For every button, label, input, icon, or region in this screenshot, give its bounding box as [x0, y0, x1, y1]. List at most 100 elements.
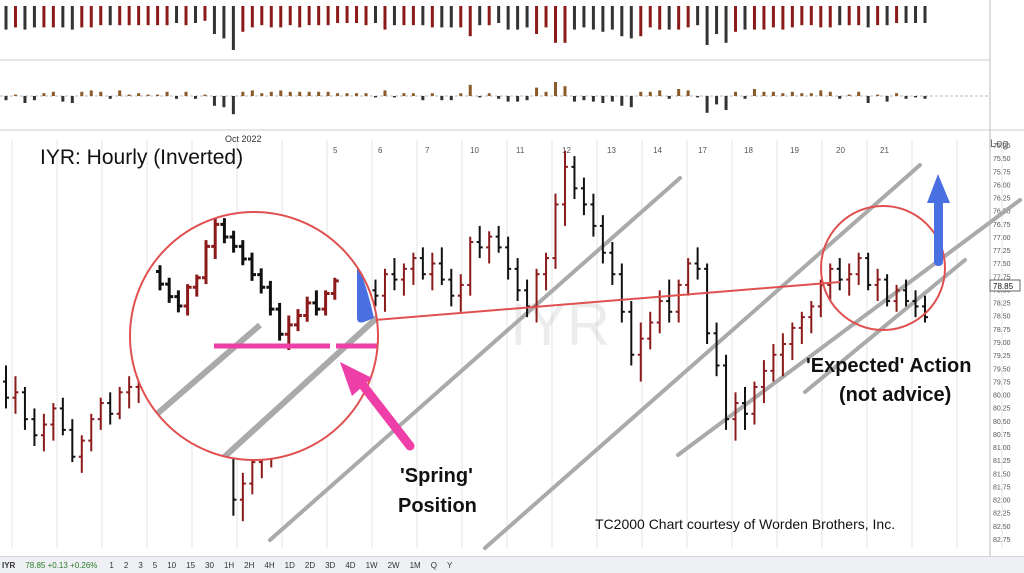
y-tick-label: 76.75	[993, 222, 1011, 229]
timeframe-button[interactable]: 1	[107, 561, 115, 570]
volume-bar	[156, 6, 159, 25]
volume-bar	[298, 6, 301, 27]
timeframe-button[interactable]: 2D	[303, 561, 317, 570]
timeframe-button[interactable]: 5	[151, 561, 159, 570]
toolbar-ticker[interactable]: IYR	[0, 561, 17, 570]
y-tick-label: 82.75	[993, 537, 1011, 544]
y-tick-label: 80.50	[993, 419, 1011, 426]
y-tick-label: 79.50	[993, 366, 1011, 373]
force-index-bar	[668, 96, 671, 99]
timeframe-button[interactable]: 2H	[242, 561, 256, 570]
y-tick-label: 75.75	[993, 169, 1011, 176]
x-tick-label: 18	[744, 146, 753, 155]
volume-bar	[601, 6, 604, 32]
force-index-bar	[279, 90, 282, 96]
force-index-bar	[374, 96, 377, 97]
force-index-bar	[630, 96, 633, 107]
volume-bar	[194, 6, 197, 23]
volume-bar	[232, 6, 235, 50]
force-index-bar	[554, 82, 557, 96]
volume-bar	[166, 6, 169, 25]
timeframe-button[interactable]: Q	[429, 561, 439, 570]
spring-label: 'Spring'	[400, 465, 473, 487]
volume-bar	[203, 6, 206, 21]
volume-bar	[241, 6, 244, 32]
force-index-bar	[563, 86, 566, 96]
force-index-bar	[734, 92, 737, 96]
force-index-bar	[791, 92, 794, 96]
volume-bar	[639, 6, 642, 36]
volume-bar	[478, 6, 481, 25]
x-tick-label: 5	[333, 146, 338, 155]
timeframe-button[interactable]: 2	[122, 561, 130, 570]
force-index-bar	[573, 96, 576, 102]
force-index-bar	[838, 96, 841, 99]
force-index-bar	[327, 92, 330, 96]
volume-bar	[23, 6, 26, 30]
y-tick-label: 78.50	[993, 314, 1011, 321]
force-index-bar	[14, 95, 17, 96]
volume-bar	[715, 6, 718, 34]
force-index-bar	[905, 96, 908, 99]
volume-bar	[611, 6, 614, 30]
volume-bar	[668, 6, 671, 30]
volume-bar	[848, 6, 851, 25]
force-index-bar	[185, 92, 188, 96]
x-tick-label: 19	[790, 146, 799, 155]
volume-bar	[118, 6, 121, 25]
volume-bar	[128, 6, 131, 25]
volume-bar	[791, 6, 794, 27]
timeframe-button[interactable]: 1D	[283, 561, 297, 570]
x-tick-label: 12	[562, 146, 571, 155]
volume-bar	[810, 6, 813, 25]
timeframe-button[interactable]: 1M	[408, 561, 423, 570]
force-index-bar	[611, 96, 614, 102]
y-tick-label: 80.75	[993, 432, 1011, 439]
volume-bar	[90, 6, 93, 27]
force-index-bar	[687, 90, 690, 96]
force-index-bar	[772, 92, 775, 96]
volume-bar	[213, 6, 216, 34]
force-index-bar	[867, 96, 870, 103]
timeframe-button[interactable]: Y	[445, 561, 454, 570]
volume-bar	[317, 6, 320, 25]
toolbar-price-info: 78.85 +0.13 +0.26%	[23, 561, 99, 570]
timeframe-button[interactable]: 30	[203, 561, 216, 570]
force-index-bar	[743, 96, 746, 99]
timeframe-list: 1 2 3 5 10 15 30 1H 2H 4H 1D 2D 3D 4D 1W 2W 1M Q Y	[105, 561, 456, 570]
volume-bar	[838, 6, 841, 25]
timeframe-button[interactable]: 1W	[364, 561, 380, 570]
volume-bar	[251, 6, 254, 27]
force-index-bar	[545, 92, 548, 96]
date-label: Oct 2022	[225, 134, 262, 144]
force-index-bar	[317, 92, 320, 96]
force-index-bar	[241, 92, 244, 96]
timeframe-button[interactable]: 15	[184, 561, 197, 570]
volume-pane	[0, 0, 990, 60]
volume-bar	[61, 6, 64, 27]
force-index-bar	[402, 93, 405, 96]
volume-bar	[260, 6, 263, 25]
x-tick-label: 10	[470, 146, 479, 155]
force-index-bar	[497, 96, 500, 99]
timeframe-button[interactable]: 10	[165, 561, 178, 570]
timeframe-button[interactable]: 4H	[262, 561, 276, 570]
y-tick-label: 78.25	[993, 301, 1011, 308]
timeframe-button[interactable]: 3	[136, 561, 144, 570]
timeframe-button[interactable]: 1H	[222, 561, 236, 570]
timeframe-button[interactable]: 4D	[343, 561, 357, 570]
timeframe-button[interactable]: 3D	[323, 561, 337, 570]
force-index-bar	[592, 96, 595, 102]
volume-bar	[421, 6, 424, 25]
force-index-bar	[886, 96, 889, 102]
volume-bar	[355, 6, 358, 23]
y-tick-label: 77.00	[993, 235, 1011, 242]
force-index-bar	[762, 92, 765, 96]
x-tick-label: 17	[698, 146, 707, 155]
force-index-bar	[715, 96, 718, 104]
timeframe-button[interactable]: 2W	[386, 561, 402, 570]
force-index-bar	[469, 85, 472, 96]
volume-bar	[346, 6, 349, 23]
force-index-bar	[109, 96, 112, 99]
force-index-bar	[829, 92, 832, 96]
